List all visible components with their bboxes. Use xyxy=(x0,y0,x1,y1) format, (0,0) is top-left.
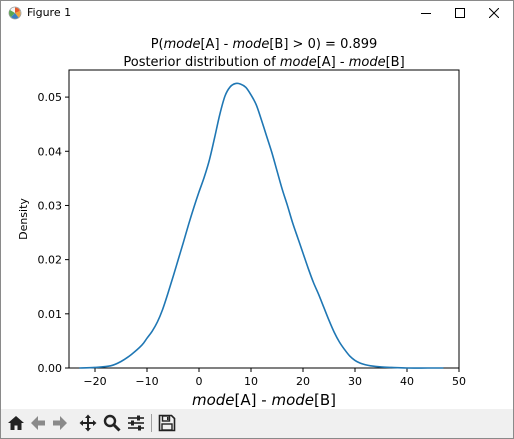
forward-arrow-icon xyxy=(53,416,67,430)
figure-canvas[interactable]: P(mode[A] - mode[B] > 0) = 0.899 Posteri… xyxy=(1,25,513,409)
x-axis: −20 −10 0 10 20 30 40 50 xyxy=(83,368,466,388)
minimize-icon xyxy=(421,13,431,14)
home-icon xyxy=(8,416,24,430)
density-curve xyxy=(79,82,444,369)
y-tick-label: 0.05 xyxy=(38,91,63,104)
back-arrow-icon xyxy=(31,416,45,430)
x-tick-label: 30 xyxy=(348,375,362,388)
maximize-icon xyxy=(455,8,465,18)
y-tick-label: 0.04 xyxy=(38,145,63,158)
close-icon xyxy=(489,8,499,18)
save-icon xyxy=(158,414,176,432)
configure-subplots-button[interactable] xyxy=(125,412,147,434)
pan-button[interactable] xyxy=(77,412,99,434)
forward-button[interactable] xyxy=(49,412,71,434)
zoom-icon xyxy=(103,414,121,432)
y-axis-label: Density xyxy=(17,198,30,240)
y-tick-label: 0.03 xyxy=(38,199,63,212)
pan-icon xyxy=(79,414,97,432)
minimize-button[interactable] xyxy=(409,1,443,25)
window-title: Figure 1 xyxy=(27,6,72,19)
x-tick-label: 50 xyxy=(452,375,466,388)
configure-subplots-icon xyxy=(128,415,144,431)
plot-frame xyxy=(68,69,460,369)
chart-subtitle: Posterior distribution of mode[A] - mode… xyxy=(123,55,404,70)
navigation-toolbar xyxy=(1,409,513,438)
x-axis-label: mode[A] - mode[B] xyxy=(192,391,336,409)
x-tick-label: −20 xyxy=(83,375,106,388)
home-button[interactable] xyxy=(5,412,27,434)
matplotlib-logo-icon xyxy=(8,6,22,20)
y-tick-label: 0.01 xyxy=(38,308,63,321)
toolbar-separator xyxy=(151,414,152,432)
density-chart: P(mode[A] - mode[B] > 0) = 0.899 Posteri… xyxy=(17,37,466,409)
chart-title: P(mode[A] - mode[B] > 0) = 0.899 xyxy=(151,37,378,52)
x-tick-label: 10 xyxy=(244,375,258,388)
x-tick-label: 20 xyxy=(296,375,310,388)
maximize-button[interactable] xyxy=(443,1,477,25)
close-button[interactable] xyxy=(477,1,511,25)
x-tick-label: 40 xyxy=(400,375,414,388)
y-axis: 0.00 0.01 0.02 0.03 0.04 0.05 xyxy=(38,91,69,375)
save-button[interactable] xyxy=(156,412,178,434)
back-button[interactable] xyxy=(27,412,49,434)
x-tick-label: 0 xyxy=(196,375,203,388)
title-bar[interactable]: Figure 1 xyxy=(1,1,513,25)
y-tick-label: 0.00 xyxy=(38,362,63,375)
zoom-button[interactable] xyxy=(101,412,123,434)
y-tick-label: 0.02 xyxy=(38,254,63,267)
x-tick-label: −10 xyxy=(135,375,158,388)
